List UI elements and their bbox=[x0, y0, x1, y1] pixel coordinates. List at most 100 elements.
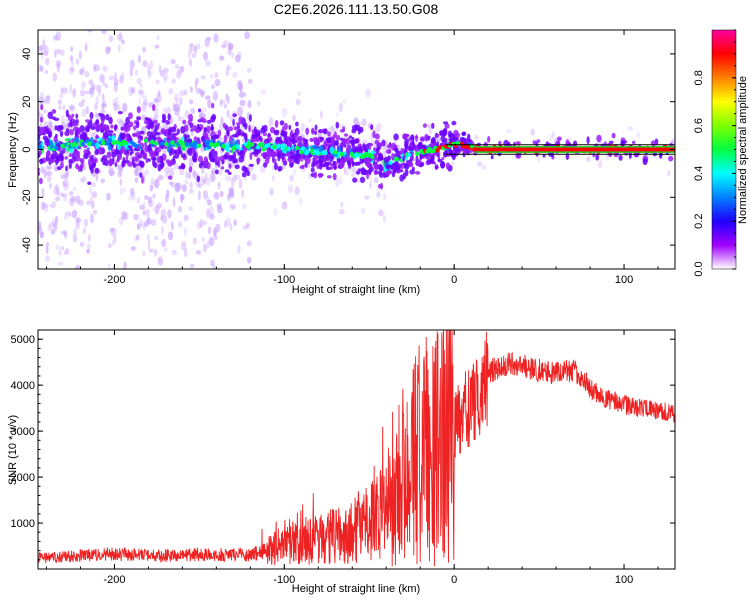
spectrogram-speckle bbox=[339, 208, 345, 215]
spectrogram-core bbox=[190, 128, 194, 132]
spectrogram-core bbox=[47, 111, 53, 120]
spectrogram-core bbox=[167, 175, 173, 180]
spectrogram-speckle bbox=[192, 237, 197, 245]
spectrogram-core bbox=[100, 157, 105, 163]
spectrogram-speckle bbox=[45, 165, 52, 170]
spectrogram-core bbox=[197, 108, 202, 113]
spectrogram-signal bbox=[154, 141, 159, 146]
spectrogram-speckle bbox=[57, 99, 63, 105]
spectrogram-speckle bbox=[145, 168, 149, 176]
spectrogram-core bbox=[387, 170, 392, 174]
spectrogram-speckle bbox=[204, 172, 208, 181]
spectrogram-speckle bbox=[108, 75, 115, 81]
spectrogram-speckle bbox=[190, 107, 196, 115]
spectrogram-core bbox=[114, 162, 118, 167]
spectrogram-core bbox=[62, 146, 66, 152]
spectrogram-core bbox=[302, 138, 308, 145]
spectrogram-core bbox=[141, 176, 144, 184]
spectrogram-core bbox=[297, 154, 302, 159]
spectrogram-speckle bbox=[181, 184, 187, 193]
y-tick-label: 20 bbox=[21, 96, 33, 108]
spectrogram-speckle bbox=[71, 197, 75, 207]
spectrogram-speckle bbox=[75, 220, 80, 230]
spectrogram-core bbox=[107, 144, 112, 151]
spectrogram-core bbox=[120, 145, 126, 153]
spectrogram-core bbox=[120, 126, 125, 131]
spectrogram-speckle bbox=[58, 105, 62, 111]
spectrogram-speckle bbox=[225, 70, 229, 76]
spectrogram-speckle bbox=[81, 108, 87, 118]
y-tick-label: 1000 bbox=[11, 518, 35, 530]
spectrogram-signal bbox=[105, 141, 110, 146]
spectrogram-speckle bbox=[74, 195, 81, 204]
spectrogram-speckle bbox=[229, 223, 233, 232]
spectrogram-speckle bbox=[153, 113, 159, 120]
spectrogram-core bbox=[95, 134, 99, 140]
spectrogram-speckle bbox=[203, 243, 207, 253]
spectrogram-speckle bbox=[128, 194, 133, 202]
spectrogram-ylabel: Frequency (Hz) bbox=[7, 112, 19, 188]
spectrogram-speckle bbox=[156, 34, 160, 41]
spectrogram-speckle bbox=[172, 197, 176, 208]
spectrogram-speckle bbox=[86, 200, 92, 206]
spectrogram-speckle bbox=[476, 161, 483, 167]
spectrogram-core bbox=[372, 130, 376, 139]
spectrogram-core bbox=[64, 131, 69, 137]
spectrogram-speckle bbox=[175, 182, 181, 192]
spectrogram-speckle bbox=[70, 67, 75, 72]
spectrogram-speckle bbox=[233, 218, 237, 226]
spectrogram-signal bbox=[38, 144, 43, 150]
spectrogram-speckle bbox=[48, 221, 55, 230]
spectrogram-core bbox=[220, 155, 224, 162]
spectrogram-speckle bbox=[537, 155, 541, 163]
spectrogram-speckle bbox=[101, 101, 104, 111]
spectrogram-core bbox=[620, 140, 624, 147]
spectrogram-core bbox=[263, 124, 268, 133]
spectrogram-speckle bbox=[141, 102, 147, 112]
spectrogram-core bbox=[152, 119, 158, 125]
spectrogram-speckle bbox=[91, 83, 96, 91]
spectrogram-speckle bbox=[88, 79, 94, 86]
spectrogram-core bbox=[68, 161, 72, 169]
spectrogram-core bbox=[586, 136, 590, 145]
spectrogram-speckle bbox=[44, 206, 49, 213]
spectrogram-core bbox=[65, 109, 69, 118]
spectrogram-core bbox=[341, 139, 347, 144]
spectrogram-speckle bbox=[149, 60, 154, 70]
spectrogram-speckle bbox=[113, 82, 118, 93]
spectrogram-speckle bbox=[586, 156, 591, 163]
spectrogram-core bbox=[214, 150, 218, 158]
spectrogram-speckle bbox=[111, 240, 116, 246]
spectrogram-core bbox=[115, 149, 120, 154]
spectrogram-speckle bbox=[364, 195, 370, 200]
spectrogram-core bbox=[135, 152, 141, 157]
spectrogram-speckle bbox=[225, 217, 231, 227]
spectrogram-speckle bbox=[90, 213, 94, 224]
spectrogram-core bbox=[419, 136, 425, 142]
spectrogram-core bbox=[392, 144, 398, 148]
spectrogram-speckle bbox=[226, 64, 230, 71]
spectrogram-core bbox=[75, 163, 80, 170]
spectrogram-speckle bbox=[130, 246, 136, 251]
spectrogram-core bbox=[352, 177, 358, 183]
spectrogram-signal bbox=[266, 143, 271, 148]
spectrogram-speckle bbox=[269, 187, 274, 196]
spectrogram-core bbox=[515, 141, 521, 145]
spectrogram-core bbox=[256, 137, 260, 143]
spectrogram-signal bbox=[339, 152, 344, 157]
spectrogram-core bbox=[400, 164, 404, 170]
spectrogram-core bbox=[304, 155, 308, 164]
spectrogram-speckle bbox=[189, 58, 192, 67]
spectrogram-core bbox=[633, 152, 639, 158]
spectrogram-speckle bbox=[45, 242, 50, 247]
spectrogram-speckle bbox=[128, 86, 133, 97]
spectrogram-core bbox=[111, 134, 116, 141]
spectrogram-core bbox=[323, 161, 329, 167]
spectrogram-core bbox=[68, 153, 73, 158]
spectrogram-speckle bbox=[69, 195, 76, 202]
spectrogram-speckle bbox=[123, 187, 127, 193]
spectrogram-core bbox=[89, 112, 94, 120]
spectrogram-signal bbox=[414, 151, 420, 156]
spectrogram-core bbox=[592, 152, 596, 158]
spectrogram-core bbox=[38, 170, 41, 176]
